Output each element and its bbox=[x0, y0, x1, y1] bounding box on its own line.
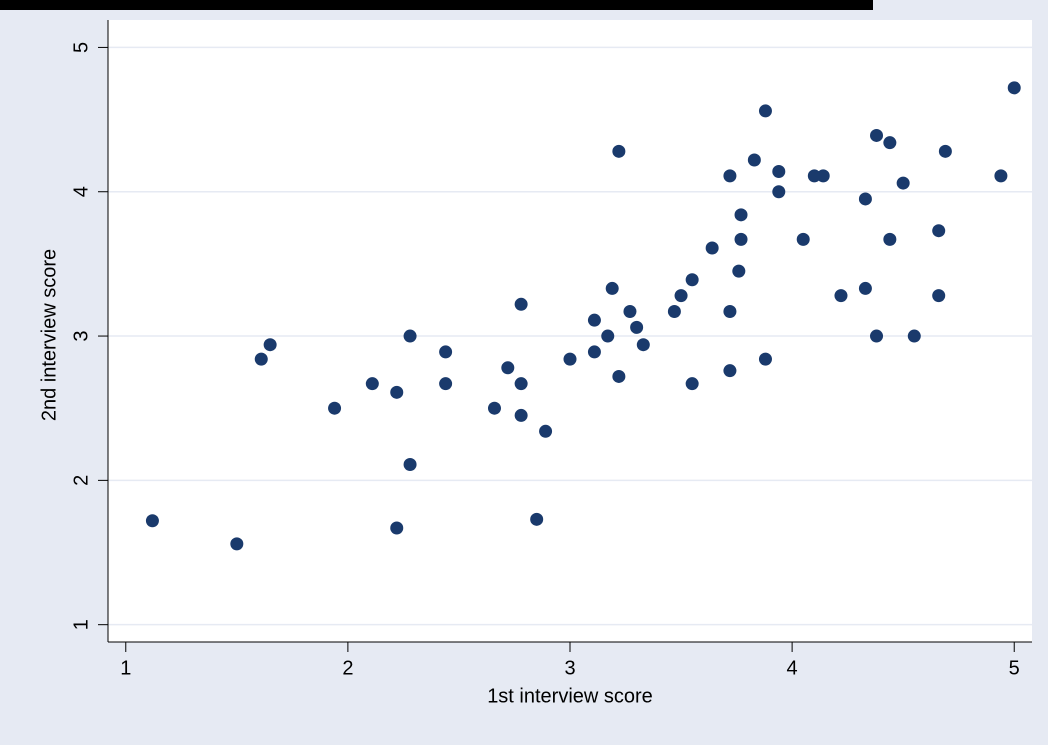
x-tick-label: 3 bbox=[564, 657, 575, 679]
point bbox=[328, 401, 342, 415]
point bbox=[705, 241, 719, 255]
point bbox=[145, 514, 159, 528]
y-tick-label: 1 bbox=[70, 619, 92, 630]
point bbox=[263, 338, 277, 352]
point bbox=[514, 297, 528, 311]
point bbox=[403, 457, 417, 471]
point bbox=[796, 232, 810, 246]
point bbox=[439, 377, 453, 391]
point bbox=[994, 169, 1008, 183]
point bbox=[747, 153, 761, 167]
point bbox=[723, 305, 737, 319]
point bbox=[932, 289, 946, 303]
top-bar bbox=[0, 0, 873, 10]
point bbox=[514, 408, 528, 422]
point bbox=[834, 289, 848, 303]
point bbox=[587, 313, 601, 327]
point bbox=[530, 512, 544, 526]
point bbox=[938, 144, 952, 158]
point bbox=[403, 329, 417, 343]
point bbox=[487, 401, 501, 415]
point bbox=[807, 169, 821, 183]
point bbox=[390, 521, 404, 535]
point bbox=[601, 329, 615, 343]
point bbox=[883, 136, 897, 150]
point bbox=[539, 424, 553, 438]
point bbox=[674, 289, 688, 303]
point bbox=[723, 169, 737, 183]
point bbox=[630, 320, 644, 334]
x-axis-label: 1st interview score bbox=[487, 685, 653, 707]
x-tick-label: 2 bbox=[342, 657, 353, 679]
point bbox=[772, 165, 786, 179]
y-axis-label: 2nd interview score bbox=[38, 249, 60, 421]
point bbox=[365, 377, 379, 391]
point bbox=[636, 338, 650, 352]
y-tick-label: 4 bbox=[70, 186, 92, 197]
point bbox=[816, 169, 830, 183]
point bbox=[723, 364, 737, 378]
y-tick-label: 3 bbox=[70, 330, 92, 341]
x-tick-label: 1 bbox=[120, 657, 131, 679]
point bbox=[612, 144, 626, 158]
point bbox=[390, 385, 404, 399]
point bbox=[1007, 81, 1021, 95]
point bbox=[772, 185, 786, 199]
point bbox=[230, 537, 244, 551]
point bbox=[587, 345, 601, 359]
point bbox=[896, 176, 910, 190]
point bbox=[932, 224, 946, 238]
point bbox=[605, 281, 619, 295]
point bbox=[612, 369, 626, 383]
point bbox=[870, 128, 884, 142]
x-tick-label: 4 bbox=[787, 657, 798, 679]
point bbox=[734, 232, 748, 246]
point bbox=[758, 352, 772, 366]
point bbox=[858, 281, 872, 295]
x-tick-label: 5 bbox=[1009, 657, 1020, 679]
point bbox=[732, 264, 746, 278]
point bbox=[858, 192, 872, 206]
point bbox=[883, 232, 897, 246]
y-tick-label: 5 bbox=[70, 42, 92, 53]
point bbox=[685, 377, 699, 391]
point bbox=[907, 329, 921, 343]
point bbox=[758, 104, 772, 118]
y-tick-label: 2 bbox=[70, 475, 92, 486]
point bbox=[501, 361, 515, 375]
point bbox=[254, 352, 268, 366]
point bbox=[870, 329, 884, 343]
point bbox=[514, 377, 528, 391]
point bbox=[667, 305, 681, 319]
point bbox=[439, 345, 453, 359]
point bbox=[734, 208, 748, 222]
point bbox=[623, 305, 637, 319]
plot-area bbox=[108, 20, 1032, 642]
point bbox=[563, 352, 577, 366]
point bbox=[685, 273, 699, 287]
